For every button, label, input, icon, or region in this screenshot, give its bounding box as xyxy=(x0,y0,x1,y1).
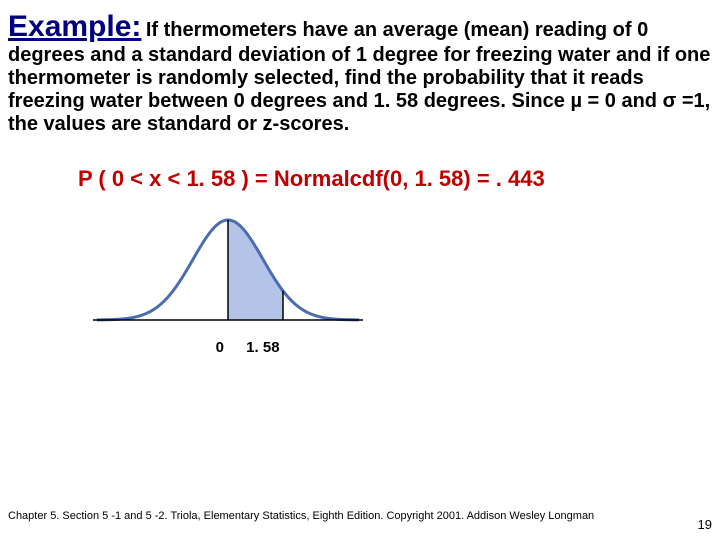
footer-citation: Chapter 5. Section 5 -1 and 5 -2. Triola… xyxy=(8,510,594,522)
normal-curve-chart xyxy=(78,200,712,335)
answer-line: P ( 0 < x < 1. 58 ) = Normalcdf(0, 1. 58… xyxy=(78,166,712,192)
normal-curve-svg xyxy=(78,200,378,330)
mu-symbol: µ xyxy=(570,90,582,112)
tick-label-0: 0 xyxy=(78,339,228,356)
tick-label-upper: 1. 58 xyxy=(232,339,279,356)
problem-block: Example: If thermometers have an average… xyxy=(8,10,712,136)
tick-labels: 0 1. 58 xyxy=(78,339,712,356)
sigma-symbol: σ xyxy=(663,90,677,112)
page-number: 19 xyxy=(698,517,712,532)
problem-text-2: = 0 and xyxy=(582,90,663,112)
example-heading: Example: xyxy=(8,10,141,43)
